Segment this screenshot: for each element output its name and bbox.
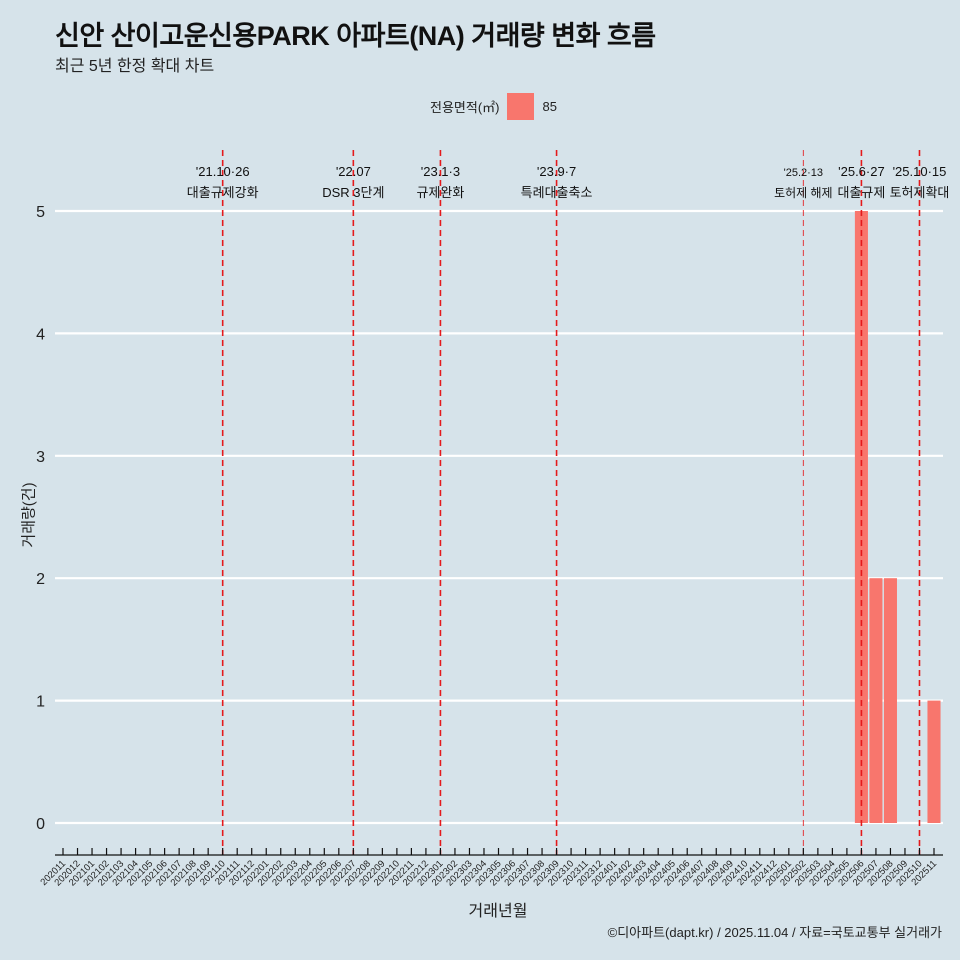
event-date-label: '21.10·26 (196, 164, 250, 179)
legend-title: 전용면적(㎡) (430, 100, 500, 115)
chart-subtitle: 최근 5년 한정 확대 차트 (55, 58, 215, 75)
y-tick-label: 0 (36, 816, 45, 833)
bar-202508 (883, 578, 897, 823)
legend-swatch (506, 93, 534, 120)
source-caption: ©디아파트(dapt.kr) / 2025.11.04 / 자료=국토교통부 실… (607, 925, 942, 940)
chart-title: 신안 산이고운신용PARK 아파트(NA) 거래량 변화 흐름 (55, 21, 656, 51)
event-date-label: '25.6·27 (838, 164, 885, 179)
event-label: 대출규제 (837, 185, 885, 200)
event-date-label: '23.9·7 (537, 164, 576, 179)
bar-202506 (854, 211, 868, 823)
event-label: 대출규제강화 (187, 185, 259, 200)
legend-item-label: 85 (542, 99, 557, 114)
y-tick-label: 2 (36, 571, 45, 588)
y-axis-title: 거래량(건) (20, 482, 38, 548)
event-label: 특례대출축소 (521, 185, 593, 200)
x-axis-title: 거래년월 (468, 903, 528, 920)
event-label: DSR 3단계 (322, 185, 384, 200)
event-date-label: '25.10·15 (893, 164, 947, 179)
legend: 전용면적(㎡) 85 (430, 93, 557, 120)
event-label: 규제완화 (417, 185, 465, 200)
bar-202511 (927, 700, 941, 823)
y-tick-label: 5 (36, 204, 45, 221)
event-date-label: '25.2·13 (784, 167, 823, 179)
y-tick-label: 3 (36, 449, 45, 466)
y-tick-label: 4 (36, 326, 45, 343)
y-tick-label: 1 (36, 694, 45, 711)
event-date-label: '22.07 (336, 164, 371, 179)
event-label: 토허제확대 (890, 185, 950, 200)
event-label: 토허제 해제 (774, 186, 833, 200)
bar-202507 (869, 578, 883, 823)
event-date-label: '23.1·3 (421, 164, 460, 179)
